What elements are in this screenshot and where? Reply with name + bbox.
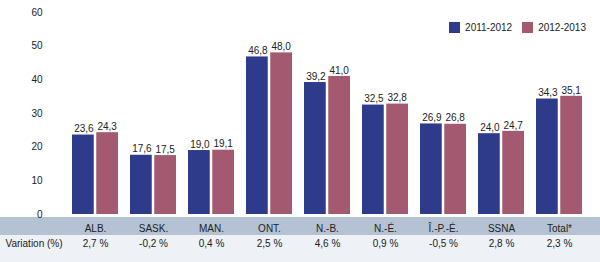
svg-text:60: 60	[31, 7, 43, 18]
svg-text:40: 40	[31, 74, 43, 85]
html-text:2012-2013: 2012-2013	[538, 22, 586, 33]
svg-text:0,4 %: 0,4 %	[199, 238, 225, 249]
svg-text:SASK.: SASK.	[139, 223, 168, 234]
svg-text:34,3: 34,3	[538, 87, 558, 98]
svg-text:Variation (%): Variation (%)	[6, 238, 63, 249]
svg-text:0: 0	[37, 209, 43, 220]
svg-text:48,0: 48,0	[271, 41, 291, 52]
svg-text:24,7: 24,7	[503, 120, 523, 131]
svg-text:32,8: 32,8	[387, 92, 407, 103]
svg-text:19,0: 19,0	[190, 139, 210, 150]
svg-text:N.-B.: N.-B.	[316, 223, 339, 234]
svg-text:30: 30	[31, 108, 43, 119]
html-text:2011-2012: 2011-2012	[465, 22, 513, 33]
svg-text:2,3 %: 2,3 %	[547, 238, 573, 249]
svg-text:2,7 %: 2,7 %	[83, 238, 109, 249]
svg-text:Total*: Total*	[547, 223, 572, 234]
svg-text:MAN.: MAN.	[199, 223, 224, 234]
svg-text:Î.-P.-É.: Î.-P.-É.	[428, 222, 459, 234]
svg-text:ALB.: ALB.	[85, 223, 107, 234]
svg-text:10: 10	[31, 175, 43, 186]
svg-text:-0,2 %: -0,2 %	[139, 238, 168, 249]
svg-text:26,8: 26,8	[445, 112, 465, 123]
svg-text:19,1: 19,1	[213, 138, 233, 149]
svg-text:41,0: 41,0	[329, 65, 349, 76]
svg-text:N.-É.: N.-É.	[374, 222, 397, 234]
svg-text:4,6 %: 4,6 %	[315, 238, 341, 249]
svg-text:ONT.: ONT.	[258, 223, 281, 234]
svg-text:26,9: 26,9	[422, 112, 442, 123]
svg-text:2,5 %: 2,5 %	[257, 238, 283, 249]
svg-text:-0,5 %: -0,5 %	[429, 238, 458, 249]
svg-text:46,8: 46,8	[248, 45, 268, 56]
svg-text:32,5: 32,5	[364, 93, 384, 104]
svg-text:2,8 %: 2,8 %	[489, 238, 515, 249]
svg-text:20: 20	[31, 141, 43, 152]
svg-text:50: 50	[31, 40, 43, 51]
svg-text:39,2: 39,2	[306, 71, 326, 82]
svg-text:17,5: 17,5	[155, 144, 175, 155]
svg-text:35,1: 35,1	[561, 85, 581, 96]
svg-text:0,9 %: 0,9 %	[373, 238, 399, 249]
svg-text:24,0: 24,0	[480, 122, 500, 133]
svg-text:23,6: 23,6	[74, 123, 94, 134]
svg-text:17,6: 17,6	[132, 143, 152, 154]
svg-text:24,3: 24,3	[97, 121, 117, 132]
svg-text:SSNA: SSNA	[488, 223, 516, 234]
